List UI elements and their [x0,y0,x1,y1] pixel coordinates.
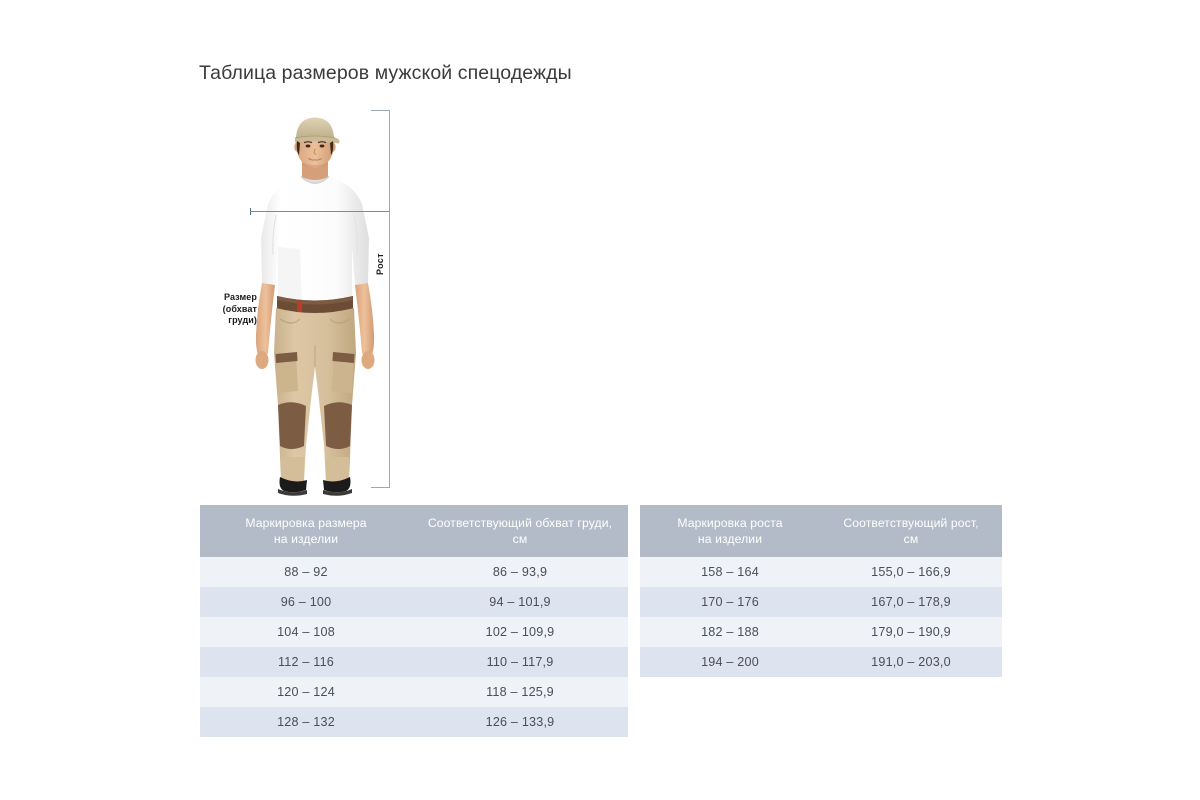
header-height-marking: Маркировка роста на изделии [640,505,820,557]
cell-height: 167,0 – 178,9 [820,587,1002,617]
header-line: Маркировка размера [245,516,367,530]
page-title: Таблица размеров мужской спецодежды [199,62,572,84]
chest-label-line-1: Размер [223,292,257,302]
table-row: 158 – 164 155,0 – 166,9 [640,557,1002,587]
cell-girth: 86 – 93,9 [412,557,628,587]
table-row: 182 – 188 179,0 – 190,9 [640,617,1002,647]
size-measurement-illustration: Размер (обхват груди) Рост [195,100,425,500]
table-row: 120 – 124 118 – 125,9 [200,677,628,707]
man-in-workwear-figure [255,117,375,496]
height-bracket-top-tick [371,110,390,111]
table-header-row: Маркировка размера на изделии Соответств… [200,505,628,557]
table-row: 194 – 200 191,0 – 203,0 [640,647,1002,677]
height-bracket-line [389,110,390,488]
cell-marking: 170 – 176 [640,587,820,617]
table-row: 96 – 100 94 – 101,9 [200,587,628,617]
cell-marking: 194 – 200 [640,647,820,677]
table-row: 128 – 132 126 – 133,9 [200,707,628,737]
cell-height: 179,0 – 190,9 [820,617,1002,647]
header-line: на изделии [697,532,763,546]
table-row: 170 – 176 167,0 – 178,9 [640,587,1002,617]
chest-label-line-3: груди) [228,315,257,326]
cell-height: 191,0 – 203,0 [820,647,1002,677]
chest-measure-label: Размер (обхват груди) [195,292,257,327]
cell-girth: 94 – 101,9 [412,587,628,617]
cell-marking: 88 – 92 [200,557,412,587]
chest-measure-line [250,211,389,212]
cell-girth: 110 – 117,9 [412,647,628,677]
header-line: Соответствующий обхват груди, [427,516,613,530]
cell-marking: 120 – 124 [200,677,412,707]
cell-marking: 158 – 164 [640,557,820,587]
chest-label-line-2: (обхват [222,303,257,314]
cell-marking: 112 – 116 [200,647,412,677]
cell-girth: 126 – 133,9 [412,707,628,737]
header-line: см [512,532,528,546]
height-table-body: 158 – 164 155,0 – 166,9 170 – 176 167,0 … [640,557,1002,677]
header-line: на изделии [273,532,339,546]
chest-table-body: 88 – 92 86 – 93,9 96 – 100 94 – 101,9 10… [200,557,628,737]
table-row: 112 – 116 110 – 117,9 [200,647,628,677]
header-line: Маркировка роста [677,516,783,530]
header-chest-marking: Маркировка размера на изделии [200,505,412,557]
cell-marking: 104 – 108 [200,617,412,647]
cell-marking: 182 – 188 [640,617,820,647]
cell-height: 155,0 – 166,9 [820,557,1002,587]
cell-marking: 128 – 132 [200,707,412,737]
cell-girth: 102 – 109,9 [412,617,628,647]
height-size-table: Маркировка роста на изделии Соответствую… [640,505,1002,677]
cell-girth: 118 – 125,9 [412,677,628,707]
table-row: 88 – 92 86 – 93,9 [200,557,628,587]
height-measure-label: Рост [375,253,385,275]
table-header-row: Маркировка роста на изделии Соответствую… [640,505,1002,557]
header-line: Соответствующий рост, [843,516,979,530]
header-line: см [903,532,919,546]
chest-size-table: Маркировка размера на изделии Соответств… [200,505,628,737]
height-bracket-bottom-tick [371,487,390,488]
header-height-value: Соответствующий рост, см [820,505,1002,557]
table-row: 104 – 108 102 – 109,9 [200,617,628,647]
header-chest-girth: Соответствующий обхват груди, см [412,505,628,557]
cell-marking: 96 – 100 [200,587,412,617]
